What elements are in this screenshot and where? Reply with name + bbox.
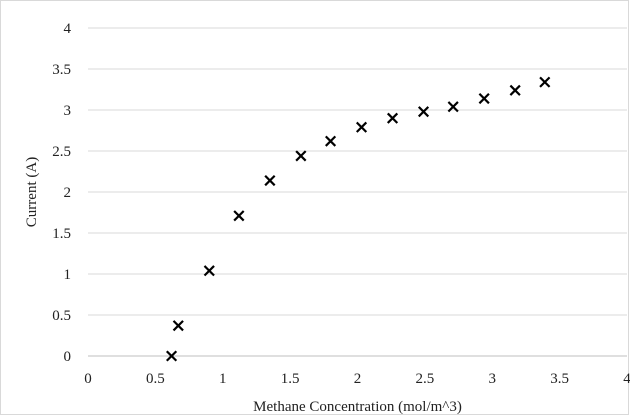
marker-stroke	[233, 210, 245, 222]
y-axis-title: Current (A)	[24, 157, 40, 227]
y-tick-label: 4	[64, 21, 72, 37]
data-point	[539, 76, 551, 88]
marker-stroke	[478, 92, 490, 105]
x-axis-title: Methane Concentration (mol/m^3)	[253, 399, 462, 415]
data-point	[295, 150, 307, 162]
data-points	[165, 76, 551, 362]
marker-stroke	[165, 350, 178, 362]
data-point	[386, 112, 399, 124]
x-tick-label: 3	[489, 371, 497, 387]
marker-stroke	[447, 101, 459, 113]
data-point	[172, 320, 184, 332]
y-tick-label: 2.5	[52, 144, 71, 160]
marker-stroke	[539, 76, 551, 88]
x-tick-label: 1.5	[281, 371, 300, 387]
marker-stroke	[172, 320, 184, 332]
y-tick-labels: 0 0.5 1 1.5 2 2.5 3 3.5 4	[52, 21, 71, 365]
y-tick-label: 0.5	[52, 308, 71, 324]
y-tick-label: 0	[64, 349, 72, 365]
data-point	[509, 84, 521, 96]
marker-stroke	[355, 121, 368, 133]
x-tick-label: 3.5	[550, 371, 569, 387]
y-tick-label: 2	[64, 185, 72, 201]
gridlines	[88, 27, 627, 316]
marker-stroke	[295, 150, 307, 162]
marker-stroke	[509, 84, 521, 96]
marker-stroke	[203, 265, 215, 277]
y-tick-label: 1.5	[52, 226, 71, 242]
x-tick-label: 4	[623, 371, 630, 387]
marker-stroke	[386, 112, 399, 124]
data-point	[355, 121, 368, 133]
y-tick-label: 3.5	[52, 62, 71, 78]
data-point	[417, 106, 430, 118]
data-point	[165, 350, 178, 362]
x-tick-label: 2.5	[416, 371, 435, 387]
data-point	[233, 210, 245, 222]
data-point	[324, 135, 337, 147]
marker-stroke	[417, 106, 430, 118]
data-point	[203, 265, 215, 277]
data-point	[447, 101, 459, 113]
x-tick-label: 2	[354, 371, 362, 387]
x-tick-label: 0.5	[146, 371, 165, 387]
x-tick-label: 1	[219, 371, 227, 387]
y-tick-label: 3	[64, 103, 72, 119]
data-point	[264, 174, 276, 187]
marker-stroke	[264, 174, 276, 187]
x-tick-label: 0	[84, 371, 92, 387]
y-tick-label: 1	[64, 267, 72, 283]
x-tick-labels: 0 0.5 1 1.5 2 2.5 3 3.5 4	[84, 371, 630, 387]
marker-stroke	[324, 135, 337, 147]
data-point	[478, 92, 490, 105]
